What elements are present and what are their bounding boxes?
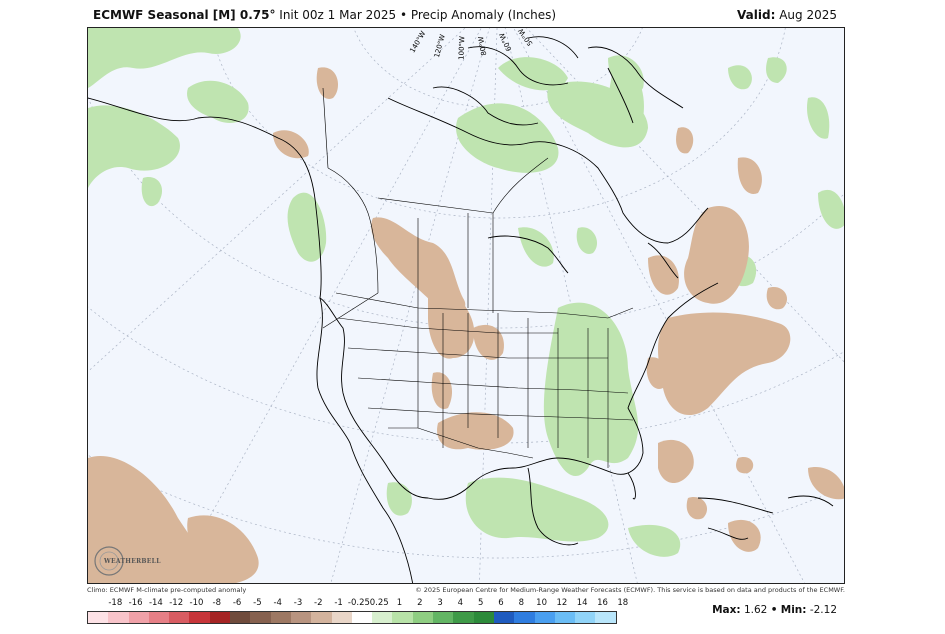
ecmwf-copyright: © 2025 European Centre for Medium-Range … <box>415 586 845 594</box>
colorbar-swatch <box>88 612 109 623</box>
degree-symbol: ° <box>269 8 276 22</box>
map-canvas <box>88 28 844 583</box>
colorbar-swatch <box>575 612 596 623</box>
colorbar-label: -3 <box>293 598 303 608</box>
colorbar-swatch <box>270 612 291 623</box>
dry-anomaly-areas <box>88 67 844 583</box>
precip-anomaly-map: 140°W 120°W 100°W 80°W 60°W 50°W WEATHER… <box>87 27 845 584</box>
colorbar-swatch <box>534 612 555 623</box>
colorbar-swatch <box>331 612 352 623</box>
colorbar-swatch <box>290 612 312 623</box>
colorbar-label: -1 <box>334 598 343 608</box>
min-value: -2.12 <box>809 604 837 616</box>
colorbar-label: 14 <box>576 598 588 608</box>
max-min-stats: Max: 1.62 • Min: -2.12 <box>712 604 837 616</box>
political-borders <box>322 87 634 468</box>
colorbar-label: -2 <box>314 598 323 608</box>
colorbar-label: -16 <box>128 598 143 608</box>
colorbar-swatch <box>453 612 474 623</box>
colorbar-swatch <box>148 612 170 623</box>
colorbar-label: -0.25 <box>347 598 370 608</box>
colorbar-label: 0.25 <box>369 598 389 608</box>
colorbar-label: 1 <box>396 598 403 608</box>
colorbar-label: -4 <box>273 598 282 608</box>
colorbar-swatch <box>128 612 149 623</box>
colorbar-label: 4 <box>457 598 464 608</box>
colorbar-swatch <box>108 612 129 623</box>
colorbar-label: 3 <box>437 598 443 608</box>
colorbar-swatch <box>392 612 413 623</box>
min-label: Min: <box>780 604 807 616</box>
climo-credit: Climo: ECMWF M-climate pre-computed anom… <box>87 586 247 594</box>
colorbar-label: 5 <box>477 598 484 608</box>
colorbar-label: -14 <box>148 598 163 608</box>
colorbar-label: -10 <box>189 598 204 608</box>
stats-separator: • <box>770 604 778 616</box>
model-name: ECMWF Seasonal [M] 0.75 <box>93 8 270 22</box>
valid-time: Valid: Aug 2025 <box>737 8 837 22</box>
colorbar-label: 10 <box>536 598 548 608</box>
lon-label-100w: 100°W <box>457 35 467 61</box>
field-name: Precip Anomaly (Inches) <box>410 8 557 22</box>
colorbar-label: 6 <box>498 598 504 608</box>
colorbar-label: 12 <box>556 598 568 608</box>
coastlines <box>88 36 834 583</box>
colorbar-label: -6 <box>232 598 242 608</box>
weatherbell-logo: WEATHERBELL <box>92 544 160 578</box>
max-label: Max: <box>712 604 741 616</box>
colorbar-label: -12 <box>169 598 184 608</box>
max-value: 1.62 <box>743 604 768 616</box>
colorbar-swatch <box>514 612 535 623</box>
colorbar-label: -8 <box>212 598 222 608</box>
logo-emblem <box>94 546 124 576</box>
colorbar-swatch <box>372 612 393 623</box>
init-time: Init 00z 1 Mar 2025 <box>279 8 397 22</box>
colorbar-label: -18 <box>108 598 123 608</box>
colorbar <box>87 611 617 624</box>
colorbar-swatch <box>230 612 251 623</box>
logo-text: WEATHERBELL <box>104 558 161 565</box>
valid-label: Valid: <box>737 8 776 22</box>
colorbar-label: 2 <box>417 598 423 608</box>
colorbar-swatch <box>433 612 454 623</box>
colorbar-label: 18 <box>617 598 629 608</box>
colorbar-swatch <box>351 612 373 623</box>
colorbar-swatch <box>554 612 576 623</box>
colorbar-swatch <box>412 612 434 623</box>
colorbar-swatch <box>473 612 494 623</box>
map-title: ECMWF Seasonal [M] 0.75° Init 00z 1 Mar … <box>93 8 556 22</box>
colorbar-swatch <box>311 612 332 623</box>
colorbar-label: 16 <box>597 598 608 608</box>
valid-value: Aug 2025 <box>779 8 837 22</box>
colorbar-swatch <box>595 612 616 623</box>
colorbar-swatch <box>189 612 210 623</box>
colorbar-swatch <box>169 612 190 623</box>
colorbar-labels: -18 -16 -14 -12 -10 -8 -6 -5 -4 -3 -2 -1 -0.25 0.25 1 2… <box>87 598 647 610</box>
title-bullet: • <box>399 8 408 22</box>
colorbar-label: 8 <box>518 598 525 608</box>
colorbar-label: -5 <box>253 598 262 608</box>
colorbar-swatch <box>209 612 231 623</box>
colorbar-swatch <box>250 612 271 623</box>
colorbar-swatch <box>493 612 515 623</box>
